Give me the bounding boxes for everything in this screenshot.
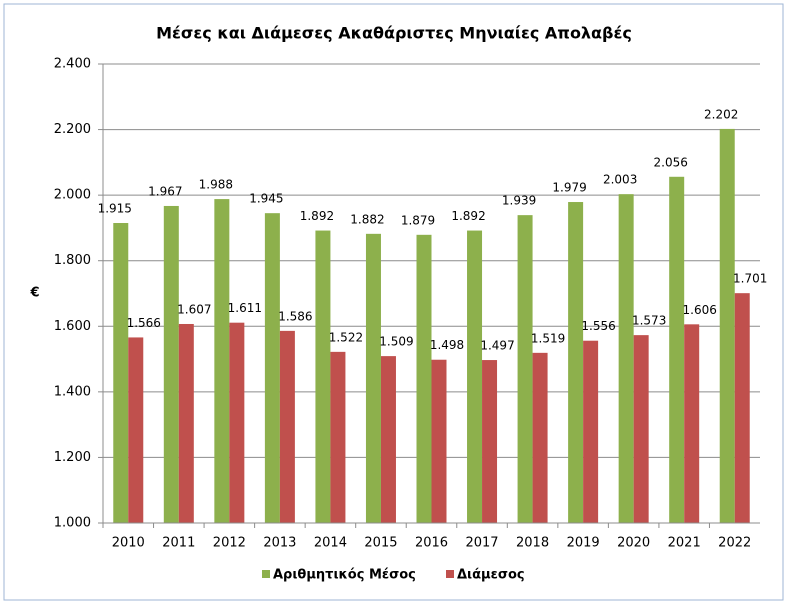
y-tick-label: 2.000	[54, 188, 91, 203]
value-label: 1.606	[683, 303, 717, 317]
bar	[684, 324, 700, 523]
value-label: 2.003	[603, 173, 637, 187]
value-label: 1.556	[581, 319, 615, 333]
x-tick-label: 2014	[314, 536, 347, 551]
value-label: 1.701	[733, 272, 767, 286]
value-label: 1.498	[430, 338, 464, 352]
bar	[264, 213, 280, 524]
value-label: 1.611	[228, 301, 262, 315]
x-tick-label: 2013	[263, 536, 296, 551]
y-tick-label: 1.400	[54, 384, 91, 399]
bar	[178, 323, 194, 523]
bar	[532, 352, 548, 523]
x-tick-label: 2022	[718, 536, 751, 551]
y-tick-label: 2.400	[54, 57, 91, 72]
value-label: 1.607	[177, 302, 211, 316]
x-tick-label: 2019	[567, 536, 600, 551]
chart-title: Μέσες και Διάμεσες Ακαθάριστες Μηνιαίες …	[156, 24, 632, 43]
value-label: 1.892	[300, 209, 334, 223]
bar	[618, 194, 634, 523]
x-tick-label: 2015	[364, 536, 397, 551]
y-tick-label: 1.800	[54, 253, 91, 268]
value-label: 1.882	[350, 212, 384, 226]
value-label: 1.967	[148, 184, 182, 198]
bar	[734, 293, 750, 523]
bar	[431, 359, 447, 523]
x-tick-label: 2011	[162, 536, 195, 551]
value-label: 1.979	[552, 181, 586, 195]
x-tick-label: 2012	[213, 536, 246, 551]
legend-swatch	[446, 570, 454, 578]
value-label: 2.202	[704, 107, 738, 121]
value-label: 1.879	[401, 213, 435, 227]
value-label: 1.509	[379, 335, 413, 349]
bar	[416, 234, 432, 523]
x-tick-label: 2016	[415, 536, 448, 551]
bar	[128, 337, 144, 523]
x-tick-label: 2018	[516, 536, 549, 551]
legend-label: Αριθμητικός Μέσος	[273, 568, 416, 583]
bar	[568, 202, 584, 523]
value-label: 1.586	[278, 309, 312, 323]
y-tick-label: 1.200	[54, 450, 91, 465]
bar	[279, 330, 295, 523]
value-label: 2.056	[654, 155, 688, 169]
legend-label: Διάμεσος	[457, 568, 525, 583]
bar	[583, 340, 599, 523]
value-label: 1.945	[249, 192, 283, 206]
bar	[517, 215, 533, 523]
bar	[229, 322, 245, 523]
y-tick-label: 1.000	[54, 516, 91, 531]
y-axis-label: €	[29, 286, 39, 301]
value-label: 1.522	[329, 330, 363, 344]
value-label: 1.497	[480, 339, 514, 353]
bar	[214, 199, 230, 523]
value-label: 1.915	[98, 202, 132, 216]
x-tick-label: 2021	[668, 536, 701, 551]
bar	[669, 176, 685, 524]
value-label: 1.892	[451, 209, 485, 223]
y-tick-label: 1.600	[54, 319, 91, 334]
bar	[467, 230, 483, 523]
legend-swatch	[262, 570, 270, 578]
value-label: 1.566	[127, 316, 161, 330]
bar	[482, 360, 498, 523]
bar	[380, 356, 396, 523]
bar	[163, 205, 179, 523]
value-label: 1.988	[199, 178, 233, 192]
bar	[330, 351, 346, 523]
bar	[315, 230, 331, 523]
bar	[365, 233, 381, 523]
bar	[633, 335, 649, 523]
bar	[719, 128, 735, 523]
value-label: 1.519	[531, 331, 565, 345]
y-tick-label: 2.200	[54, 122, 91, 137]
x-tick-label: 2010	[112, 536, 145, 551]
bar	[113, 223, 129, 523]
value-label: 1.573	[632, 314, 666, 328]
x-tick-label: 2020	[617, 536, 650, 551]
value-label: 1.939	[502, 194, 536, 208]
x-tick-label: 2017	[465, 536, 498, 551]
